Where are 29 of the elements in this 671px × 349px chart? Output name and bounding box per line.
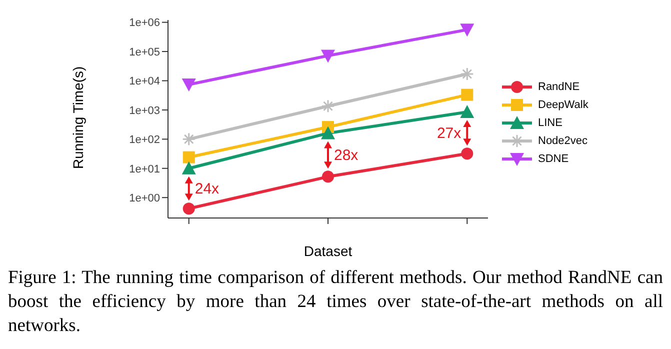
point — [321, 126, 335, 140]
legend-label: RandNE — [538, 81, 580, 93]
legend-label: LINE — [538, 117, 562, 129]
point — [460, 24, 474, 37]
y-tick-label: 1e+01 — [129, 163, 160, 176]
y-axis-title: Running Time(s) — [70, 66, 86, 169]
y-tick-label: 1e+00 — [129, 192, 160, 204]
annotation: 28x — [334, 146, 359, 164]
legend-label: SDNE — [538, 153, 569, 165]
point — [322, 170, 334, 183]
y-tick-label: 1e+05 — [129, 46, 160, 58]
y-tick-label: 1e+03 — [129, 104, 160, 117]
point — [321, 50, 335, 63]
point — [461, 148, 474, 160]
point — [460, 105, 474, 118]
point — [182, 151, 195, 164]
point — [182, 161, 196, 174]
point — [461, 88, 474, 101]
caption: Figure 1: The running time comparison of different methods. Our method RandNE can boost the efficiency by more than 24 times over state-of-the-art methods on all networks. — [8, 267, 663, 338]
x-axis-title: Dataset — [304, 243, 352, 259]
point — [182, 202, 195, 215]
legend-label: Node2vec — [538, 135, 588, 147]
annotation: 24x — [194, 180, 220, 198]
y-tick-label: 1e+04 — [129, 76, 160, 88]
annotation: 27x — [436, 124, 462, 142]
legend-label: DeepWalk — [538, 99, 588, 111]
point — [182, 78, 196, 92]
y-tick-label: 1e+02 — [129, 134, 160, 146]
y-tick-label: 1e+06 — [129, 17, 160, 30]
